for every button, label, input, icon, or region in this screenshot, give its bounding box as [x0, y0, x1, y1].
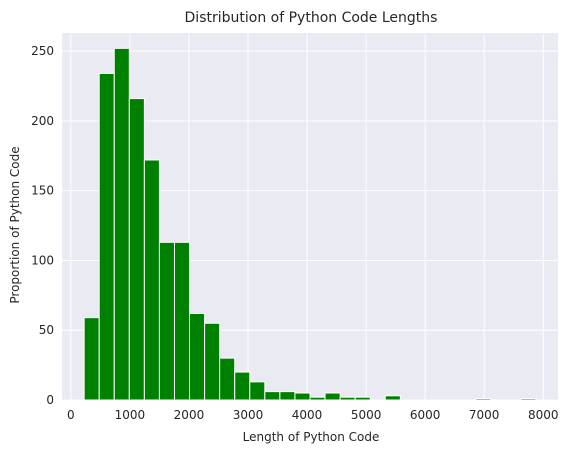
histogram-bar [143, 159, 160, 401]
histogram-bars [83, 47, 537, 401]
x-tick-label: 6000 [410, 408, 441, 422]
x-axis-label: Length of Python Code [243, 430, 380, 444]
histogram-bar [294, 392, 311, 401]
y-tick-label: 100 [31, 253, 54, 267]
y-tick-label: 0 [46, 393, 54, 407]
x-tick-label: 2000 [174, 408, 205, 422]
y-tick-label: 50 [39, 323, 54, 337]
histogram-bar [234, 371, 251, 401]
y-tick-label: 200 [31, 114, 54, 128]
y-axis-ticks: 0 50 100 150 200 250 [31, 44, 54, 407]
y-axis-label: Proportion of Python Code [8, 146, 22, 303]
histogram-bar [475, 398, 492, 401]
y-tick-label: 250 [31, 44, 54, 58]
histogram-bar [249, 381, 266, 401]
x-tick-label: 1000 [115, 408, 146, 422]
histogram-bar [158, 241, 175, 401]
chart-title: Distribution of Python Code Lengths [185, 10, 438, 26]
x-tick-label: 7000 [469, 408, 500, 422]
histogram-bar [113, 47, 130, 401]
histogram-bar [83, 317, 100, 401]
histogram-bar [279, 391, 296, 401]
x-tick-label: 5000 [351, 408, 382, 422]
histogram-bar [309, 396, 326, 401]
histogram-bar [189, 312, 206, 401]
histogram-bar [324, 392, 341, 401]
x-tick-label: 3000 [233, 408, 264, 422]
x-axis-ticks: 0 1000 2000 3000 4000 5000 6000 7000 8000 [67, 408, 558, 422]
histogram-bar [98, 72, 115, 401]
histogram-bar [264, 391, 281, 401]
histogram-bar [384, 395, 401, 401]
x-tick-label: 8000 [528, 408, 559, 422]
histogram-bar [173, 241, 191, 401]
x-tick-label: 0 [67, 408, 75, 422]
histogram-bar [204, 322, 221, 401]
histogram-bar [339, 396, 356, 401]
histogram-bar [520, 398, 537, 401]
histogram-bar [219, 357, 236, 401]
x-tick-label: 4000 [292, 408, 323, 422]
y-tick-label: 150 [31, 184, 54, 198]
histogram-bar [128, 98, 145, 401]
histogram-bar [354, 396, 371, 401]
